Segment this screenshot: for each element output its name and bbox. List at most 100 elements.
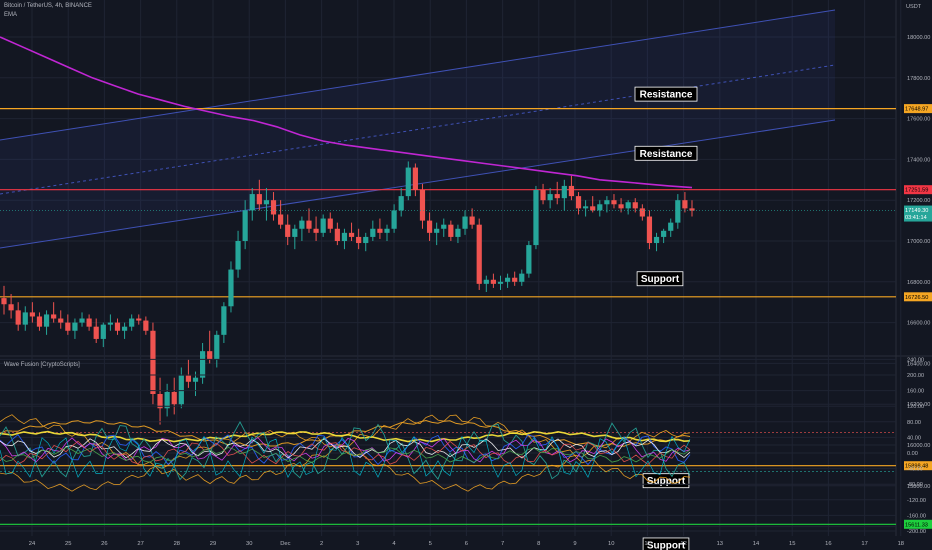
candle-body [93,326,99,339]
candle-body [590,206,596,211]
price-tick: 17600.00 [907,117,930,123]
osc-tick: 200.00 [907,373,924,379]
time-tick: 16 [825,541,831,547]
candle-body [689,208,695,211]
time-tick: 17 [861,541,867,547]
osc-wave-line [0,430,691,443]
candle-body [568,185,575,197]
candle-body [426,220,433,233]
candle-body [199,351,206,378]
time-tick: 6 [465,541,468,547]
candle-body [150,330,156,394]
time-tick: 26 [101,541,107,547]
candle-body [504,277,511,282]
candle-body [228,269,234,307]
level-tag-text: 17648.97 [905,107,928,113]
annotation-label[interactable]: Support [642,537,690,550]
candle-body [575,196,582,209]
candle-body [646,216,653,244]
time-tick: 9 [573,541,576,547]
price-tick: 17800.00 [907,76,930,82]
annotation-label[interactable]: Resistance [634,145,698,161]
time-tick: 5 [429,541,432,547]
candle-body [192,377,199,382]
candle-body [185,375,192,382]
candle-body [455,228,461,237]
symbol-header: Bitcoin / TetherUS, 4h, BINANCE [4,3,92,9]
annotation-box [636,271,684,287]
oscillator-pane: 240.00 200.00 160.00 120.00 80.00 40.00 0.00 -4… [0,357,926,535]
time-tick: 28 [174,541,180,547]
candles [1,161,695,425]
candle-body [292,228,298,237]
annotation-box [634,145,698,161]
annotation-text: Support [647,476,686,487]
level-tag-bg [904,104,932,114]
current-price-bg [904,205,932,222]
level-tag-text: 16726.50 [905,295,928,301]
time-tick: 30 [246,541,252,547]
candle-body [668,222,674,231]
ema-indicator-label[interactable]: EMA [4,12,18,18]
level-price-tag: 16726.50 [904,292,932,302]
candle-body [100,324,106,339]
candle-body [604,200,610,205]
annotation-box [642,537,690,550]
candle-body [235,241,241,270]
candle-body [653,236,660,244]
candle-body [583,206,589,209]
osc-tick: -80.00 [907,482,923,488]
level-price-tag: 17251.59 [904,185,932,195]
annotation-text: Resistance [640,90,693,101]
price-tick: 16400.00 [907,361,930,367]
candle-body [448,224,454,237]
candle-body [512,277,518,282]
candle-body [661,230,667,237]
candle-body [519,273,525,282]
channel-mid-line [0,64,836,195]
candle-body [384,228,390,233]
candle-body [320,218,326,233]
level-tag-bg [904,185,932,195]
candle-body [107,322,113,325]
candle-body [114,322,121,331]
candle-body [1,298,7,305]
price-tick: 16200.00 [907,402,930,408]
time-tick: 29 [210,541,216,547]
candle-body [526,245,532,274]
candle-body [299,220,305,229]
candle-body [313,228,319,233]
candle-body [356,236,362,244]
time-tick: 10 [608,541,614,547]
candle-body [270,200,277,215]
oscillator-title[interactable]: Wave Fusion [CryptoScripts] [4,362,80,368]
annotation-label[interactable]: Support [636,271,684,287]
candle-body [79,318,85,323]
annotation-text: Resistance [640,149,693,160]
osc-tick: 240.00 [907,357,924,363]
candle-body [157,394,163,409]
annotation-box [634,86,698,102]
candle-body [15,310,21,325]
candle-body [43,314,50,327]
level-tag-bg [904,461,932,471]
channel-upper-line [0,9,836,141]
annotation-text: Support [641,274,680,285]
price-grid [0,0,902,536]
candle-body [611,200,617,205]
time-tick: 8 [537,541,540,547]
annotation-label[interactable]: Support [642,473,690,489]
time-tick: 2 [320,541,323,547]
osc-wave-line [0,438,691,459]
candle-body [348,232,355,237]
candle-body [306,220,312,229]
candle-body [441,224,447,229]
current-price-countdown: 03:41:14 [905,215,927,221]
osc-tick: 80.00 [907,420,921,426]
candle-body [597,204,603,211]
annotation-label[interactable]: Resistance [634,86,698,102]
candle-body [533,190,539,246]
candle-body [405,167,411,197]
